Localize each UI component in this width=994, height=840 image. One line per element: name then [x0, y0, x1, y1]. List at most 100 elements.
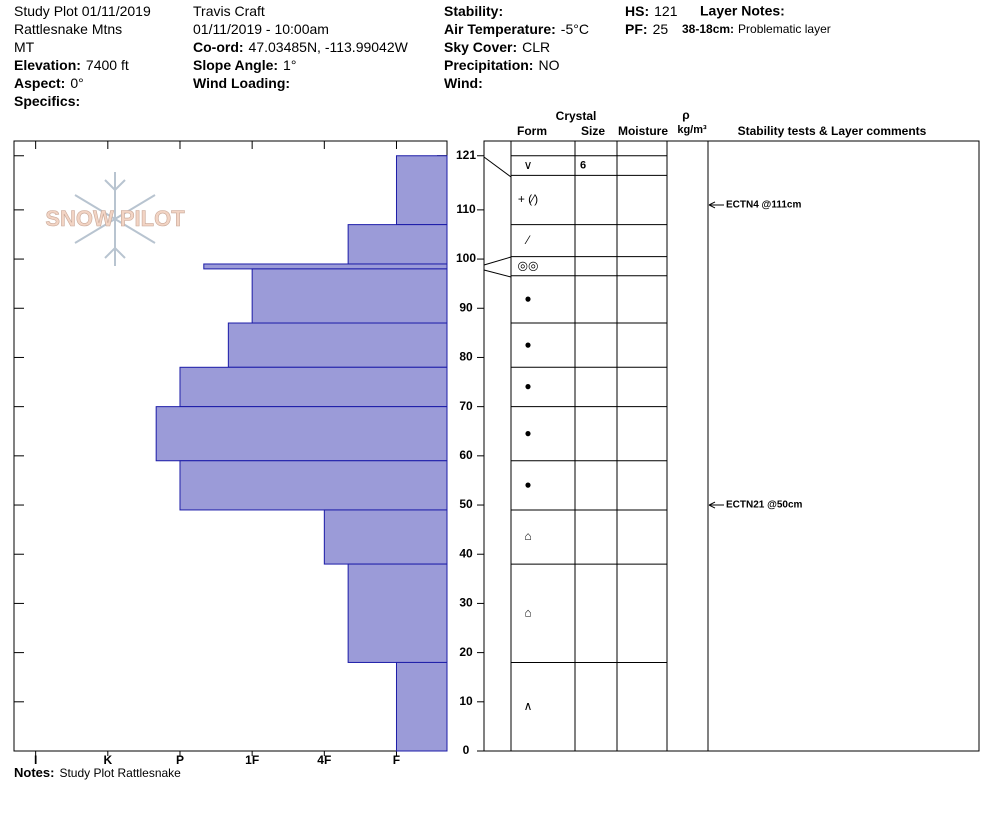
y-tick-label: 121	[456, 148, 476, 162]
grain-form: ⁄	[524, 233, 531, 247]
col-header: ρ	[682, 108, 689, 122]
snowflake-branch	[104, 179, 126, 259]
grain-form: ●	[524, 292, 531, 306]
field-label: HS:	[625, 3, 649, 19]
field-value: CLR	[522, 39, 550, 55]
notes-value: Study Plot Rattlesnake	[59, 766, 181, 780]
header-field: 01/11/2019 - 10:00am	[193, 21, 329, 37]
y-tick-label: 80	[459, 350, 473, 364]
grain-form: ⌂	[524, 529, 531, 543]
field-label: Wind Loading:	[193, 75, 290, 91]
logo	[74, 172, 156, 266]
col-header: kg/m³	[677, 124, 707, 136]
field-value: 01/11/2019 - 10:00am	[193, 21, 329, 37]
field-label: Specifics:	[14, 93, 80, 109]
y-tick-label: 0	[463, 743, 470, 757]
test-arrow	[708, 201, 724, 209]
hardness-bar	[155, 406, 448, 462]
x-tick-label: 4F	[317, 753, 331, 767]
hardness-bar	[203, 263, 448, 270]
hardness-bar	[323, 509, 448, 565]
connector	[483, 269, 512, 278]
test-label: ECTN4 @111cm	[726, 200, 801, 211]
table-columns	[483, 141, 709, 751]
test-arrow	[708, 501, 724, 509]
hardness-bar	[251, 268, 448, 324]
note-value: Problematic layer	[738, 22, 831, 36]
grain-form: ●	[524, 478, 531, 492]
table-frame	[483, 140, 980, 752]
field-value: 25	[653, 21, 669, 37]
snowflake-arm	[74, 194, 156, 244]
field-label: Elevation:	[14, 57, 81, 73]
header-field: Wind:	[444, 75, 483, 91]
x-tick-label: 1F	[245, 753, 259, 767]
header-field: Travis Craft	[193, 3, 265, 19]
layer-notes-title: Layer Notes:	[700, 3, 785, 19]
hardness-bar	[395, 155, 448, 226]
header-field: Precipitation: NO	[444, 57, 560, 73]
field-value: 121	[654, 3, 678, 19]
header-field: MT	[14, 39, 35, 55]
header-field: Elevation: 7400 ft	[14, 57, 129, 73]
hardness-bar	[179, 366, 448, 408]
grain-form: ∧	[524, 699, 533, 713]
field-label: Slope Angle:	[193, 57, 278, 73]
layer-note: 38-18cm: Problematic layer	[682, 22, 831, 36]
y-tick-label: 110	[456, 202, 476, 216]
header-field: Aspect: 0°	[14, 75, 84, 91]
col-header: Moisture	[618, 124, 668, 138]
y-tick-label: 60	[459, 448, 473, 462]
y-tick-label: 30	[459, 596, 473, 610]
x-tick-label: P	[176, 753, 184, 767]
note-label: 38-18cm:	[682, 22, 734, 36]
header-field: Co-ord: 47.03485N, -113.99042W	[193, 39, 409, 55]
header-field: Air Temperature: -5°C	[444, 21, 589, 37]
test-label: ECTN21 @50cm	[726, 500, 803, 511]
header-field: PF: 25	[625, 21, 668, 37]
field-value: NO	[538, 57, 559, 73]
field-value: Rattlesnake Mtns	[14, 21, 122, 37]
grain-form: ●	[524, 379, 531, 393]
grain-form: + (⁄)	[518, 192, 538, 206]
hardness-bar	[347, 563, 448, 663]
col-header: Stability tests & Layer comments	[738, 124, 927, 138]
y-tick-label: 40	[459, 546, 473, 560]
notes-label: Notes:	[14, 765, 54, 780]
y-tick-label: 90	[459, 300, 473, 314]
x-tick-label: F	[393, 753, 400, 767]
hardness-bar	[395, 661, 448, 752]
grain-size: 6	[580, 160, 586, 172]
header-field: Study Plot 01/11/2019	[14, 3, 151, 19]
field-label: Precipitation:	[444, 57, 533, 73]
x-tick-label: I	[34, 753, 37, 767]
field-label: Aspect:	[14, 75, 65, 91]
hardness-bar	[227, 322, 448, 368]
field-value: -5°C	[561, 21, 589, 37]
field-label: Co-ord:	[193, 39, 244, 55]
field-label: PF:	[625, 21, 648, 37]
hardness-bar	[179, 460, 448, 511]
y-tick-label: 70	[459, 399, 473, 413]
y-tick-label: 50	[459, 497, 473, 511]
col-header: Size	[581, 124, 605, 138]
field-value: Study Plot 01/11/2019	[14, 3, 151, 19]
y-tick-label: 20	[459, 645, 473, 659]
header-field: Specifics:	[14, 93, 80, 109]
y-tick-label: 10	[459, 694, 473, 708]
hardness-bar	[347, 224, 448, 265]
grain-form: ●	[524, 426, 531, 440]
col-header: Crystal	[556, 109, 597, 123]
grain-form: ◎◎	[518, 258, 539, 272]
connector	[483, 156, 512, 178]
field-value: 1°	[283, 57, 296, 73]
field-label: Sky Cover:	[444, 39, 517, 55]
notes: Notes: Study Plot Rattlesnake	[14, 765, 181, 780]
field-value: 0°	[70, 75, 83, 91]
grain-form: ⌂	[524, 605, 531, 619]
header-field: Sky Cover: CLR	[444, 39, 550, 55]
y-tick-label: 100	[456, 251, 476, 265]
field-label: Air Temperature:	[444, 21, 556, 37]
